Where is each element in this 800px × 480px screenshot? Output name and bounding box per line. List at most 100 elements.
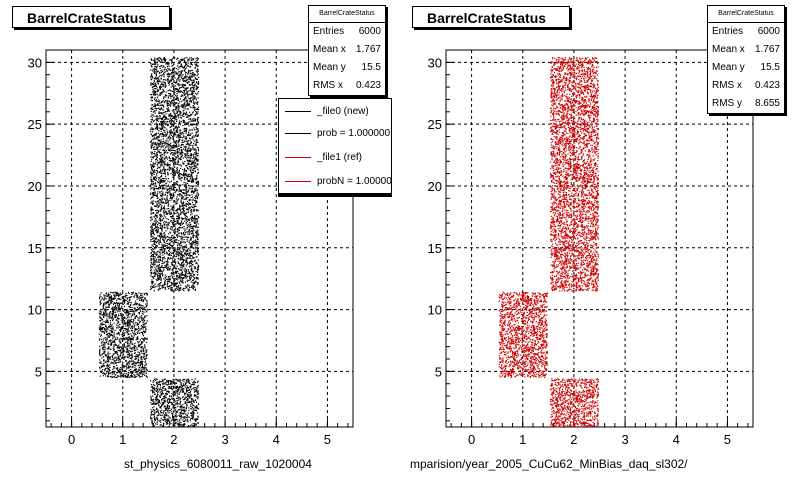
point (150, 220, 152, 222)
point (167, 418, 169, 420)
point (123, 343, 125, 345)
point (190, 415, 193, 417)
point (194, 140, 196, 142)
point (129, 323, 131, 325)
point (180, 211, 182, 213)
point (182, 246, 184, 248)
point (177, 159, 179, 161)
point (114, 352, 116, 354)
point (151, 153, 153, 155)
point (108, 341, 110, 343)
point (151, 209, 153, 211)
point (177, 388, 179, 390)
point (100, 362, 102, 364)
point (173, 218, 175, 220)
point (131, 313, 133, 315)
point (161, 270, 163, 272)
point (173, 237, 175, 239)
point (174, 172, 176, 174)
point (134, 347, 136, 349)
point (108, 303, 110, 305)
point (172, 418, 174, 420)
point (190, 75, 192, 77)
point (154, 138, 156, 140)
point (185, 286, 187, 288)
point (100, 361, 102, 363)
point (152, 93, 154, 95)
point (187, 250, 189, 252)
point (142, 338, 144, 340)
point (139, 311, 141, 314)
point (176, 196, 178, 198)
point (153, 200, 155, 202)
point (180, 381, 182, 384)
point (173, 221, 175, 223)
point (172, 245, 174, 247)
point (151, 175, 153, 177)
point (109, 326, 112, 328)
point (160, 394, 162, 396)
point (138, 330, 140, 332)
point (145, 322, 147, 324)
point (180, 418, 182, 420)
point (168, 276, 170, 278)
point (181, 150, 183, 152)
point (179, 209, 181, 211)
point (160, 394, 162, 396)
point (174, 399, 176, 401)
point (183, 380, 185, 383)
point (162, 112, 164, 114)
point (135, 365, 137, 367)
point (184, 217, 186, 220)
point (192, 112, 194, 114)
point (188, 105, 190, 107)
point (194, 225, 196, 227)
point (177, 405, 179, 407)
point (191, 82, 194, 84)
point (144, 361, 146, 363)
point (162, 393, 165, 395)
point (183, 104, 185, 106)
point (177, 127, 179, 129)
point (163, 73, 165, 75)
point (151, 269, 153, 271)
point (118, 294, 120, 296)
point (158, 130, 160, 132)
point (109, 300, 111, 302)
point (188, 240, 190, 242)
point (139, 329, 141, 331)
point (171, 120, 173, 122)
point (152, 245, 154, 248)
point (162, 185, 164, 187)
point (157, 128, 159, 130)
point (119, 310, 121, 312)
point (136, 362, 138, 364)
point (116, 371, 119, 374)
point (197, 416, 199, 418)
point (99, 302, 101, 304)
point (132, 311, 134, 313)
point (184, 61, 186, 63)
point (137, 303, 139, 305)
point (150, 418, 152, 420)
point (187, 144, 189, 146)
point (169, 101, 171, 103)
point (196, 388, 198, 390)
point (192, 414, 194, 416)
point (161, 245, 164, 247)
point (146, 376, 148, 378)
point (173, 64, 175, 66)
point (109, 357, 111, 359)
point (182, 425, 184, 427)
point (194, 378, 196, 380)
point (167, 152, 169, 154)
point (151, 254, 153, 257)
point (176, 58, 178, 60)
point (162, 146, 164, 148)
point (144, 345, 146, 347)
point (128, 362, 130, 365)
point (115, 306, 117, 309)
point (161, 93, 163, 95)
point (174, 170, 176, 172)
point (153, 143, 155, 145)
